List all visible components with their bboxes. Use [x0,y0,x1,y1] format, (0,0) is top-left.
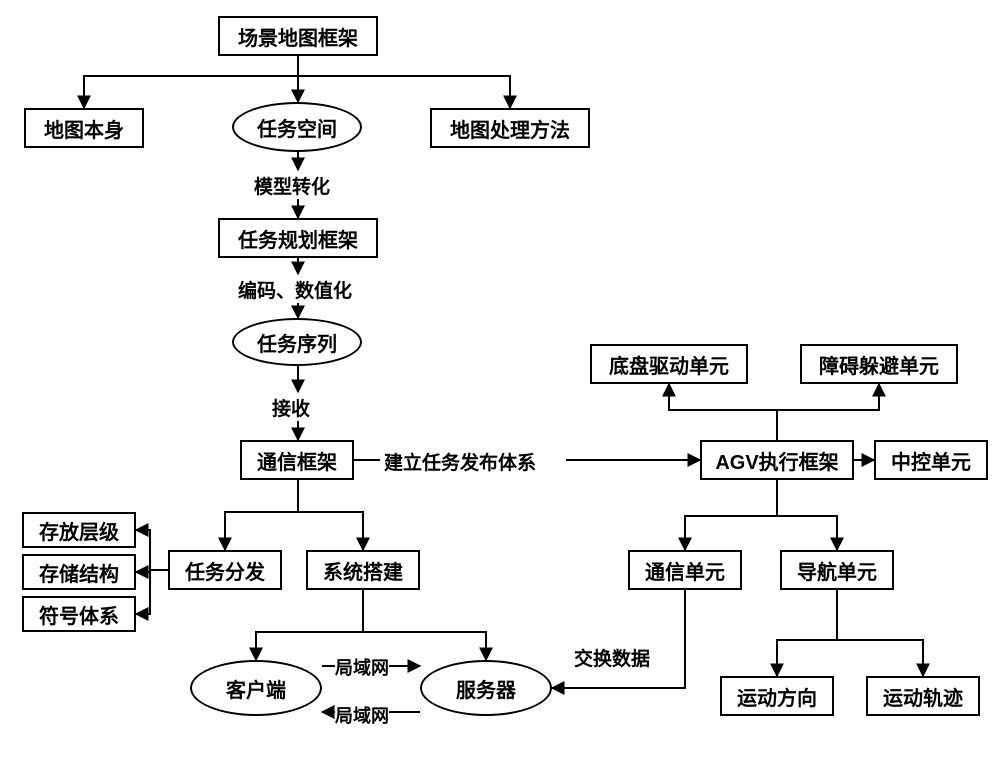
node-map_processing: 地图处理方法 [430,108,590,148]
edge-0 [84,56,298,108]
node-storage_level: 存放层级 [22,512,136,548]
edge-23 [685,480,777,550]
node-chassis_unit: 底盘驱动单元 [590,344,748,384]
edge-2 [298,56,510,108]
edge-label-lan1: 局域网 [335,654,389,680]
node-move_trajectory: 运动轨迹 [866,676,980,716]
flowchart-canvas: 场景地图框架地图本身 任务空间 地图处理方法任务规划框架任务序列通信框架任务分发系统… [0,0,1000,761]
node-move_direction: 运动方向 [720,676,834,716]
edge-26 [837,590,923,676]
edge-25 [777,590,837,676]
edge-9 [225,480,298,550]
node-system_build: 系统搭建 [306,550,420,590]
edge-24 [777,480,837,550]
node-nav_unit: 导航单元 [780,550,894,590]
edge-22 [777,384,879,440]
node-task_distribution: 任务分发 [168,550,282,590]
edge-label-lan2: 局域网 [335,702,389,728]
edge-label-encode_quantify: 编码、数值化 [238,276,352,303]
edge-label-receive: 接收 [272,394,310,421]
node-server: 服务器 [420,660,552,716]
node-symbol_system: 符号体系 [22,596,136,632]
node-task_space: 任务空间 [232,102,362,152]
edge-label-exchange_data: 交换数据 [574,644,650,671]
node-comm_unit: 通信单元 [628,550,742,590]
node-central_unit: 中控单元 [874,440,988,480]
node-comm_framework: 通信框架 [240,440,354,480]
edge-10 [298,480,363,550]
node-obstacle_unit: 障碍躲避单元 [800,344,958,384]
node-agv_framework: AGV执行框架 [700,440,854,480]
edge-15 [363,590,486,660]
node-client: 客户端 [190,660,322,716]
edge-13 [136,570,168,614]
node-storage_structure: 存储结构 [22,554,136,590]
edge-14 [256,590,363,660]
node-task_sequence: 任务序列 [232,318,362,366]
node-map_itself: 地图本身 [24,108,144,148]
node-scene_map_framework: 场景地图框架 [218,16,378,56]
edge-12 [136,570,168,572]
edge-label-establish_pub: 建立任务发布体系 [384,448,536,475]
node-task_planning: 任务规划框架 [218,218,378,258]
edge-label-model_transform: 模型转化 [254,172,330,199]
edge-11 [136,530,168,570]
edge-27 [552,590,685,688]
edge-21 [669,384,777,440]
